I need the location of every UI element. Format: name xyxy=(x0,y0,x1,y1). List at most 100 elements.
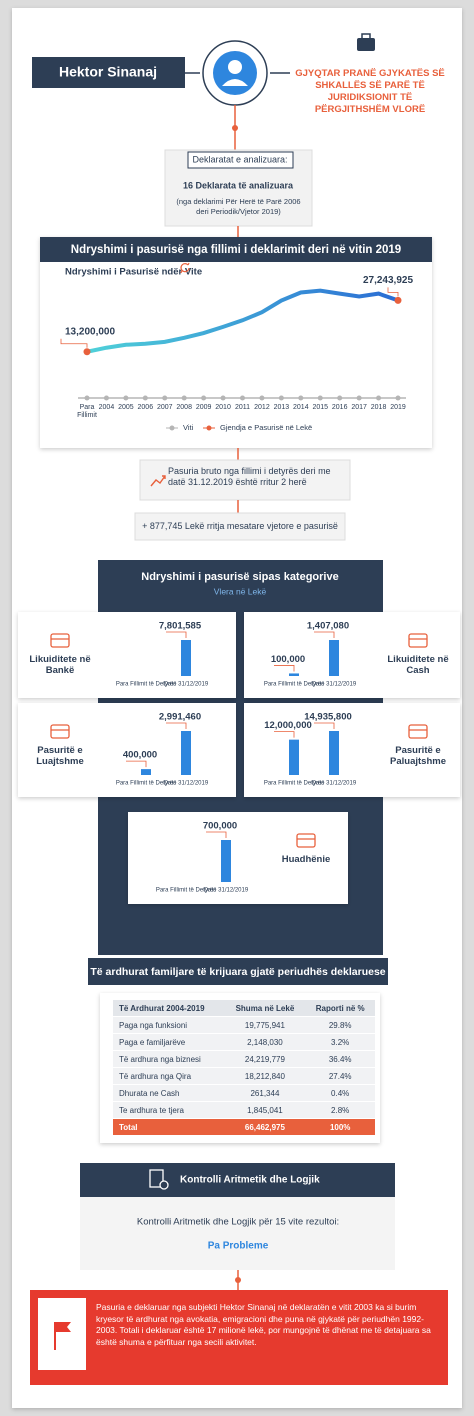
x-tick-label: Para Fillimit të Detyrës xyxy=(264,682,324,688)
bar xyxy=(181,640,191,676)
categories-title: Ndryshimi i pasurisë sipas kategorive xyxy=(141,571,338,583)
name: Hektor Sinanaj xyxy=(59,64,157,80)
value-label: 700,000 xyxy=(203,821,237,832)
table-cell: Paga e familjarëve xyxy=(113,1033,225,1051)
control-icon-lens xyxy=(159,1180,169,1190)
table-cell: 2.8% xyxy=(305,1101,375,1119)
x-tick-label: 2012 xyxy=(254,404,270,411)
point xyxy=(394,296,402,304)
briefcase-icon xyxy=(357,38,375,51)
bar xyxy=(289,673,299,676)
point xyxy=(83,348,91,356)
header-cell: Raporti në % xyxy=(305,1000,375,1017)
position: GJYQTAR PRANË GJYKATËS SË SHKALLËS SË PA… xyxy=(295,68,445,115)
x-tick-label: Datë 31/12/2019 xyxy=(312,781,357,787)
legend-marker xyxy=(169,425,175,431)
table-cell: 100% xyxy=(305,1118,375,1136)
year-marker xyxy=(84,395,90,401)
x-tick-label: Para Fillimit të Detyrës xyxy=(156,888,216,894)
table-row: Paga nga funksioni 19,775,941 29.8% xyxy=(113,1016,375,1034)
value-label: 100,000 xyxy=(271,654,305,665)
control-text: Kontrolli Aritmetik dhe Logjik për 15 vi… xyxy=(137,1217,339,1228)
table-cell: 27.4% xyxy=(305,1067,375,1085)
x-tick-label: Datë 31/12/2019 xyxy=(312,682,357,688)
category-card xyxy=(18,703,236,797)
legend-marker xyxy=(206,425,212,431)
year-marker xyxy=(298,395,304,401)
briefcase-handle xyxy=(361,33,371,40)
year-marker xyxy=(162,395,168,401)
line-panel xyxy=(40,237,432,448)
x-tick-label: 2011 xyxy=(234,404,251,411)
x-tick-label: 2018 xyxy=(370,404,387,411)
category-icon xyxy=(50,724,70,739)
income-title: Të ardhurat familjare të krijuara gjatë … xyxy=(90,966,385,978)
year-marker xyxy=(259,395,265,401)
categories-subtitle: Vlera në Lekë xyxy=(214,586,267,596)
callout xyxy=(126,760,147,768)
table-cell: Dhurata ne Cash xyxy=(113,1084,225,1102)
category-card xyxy=(244,612,460,698)
x-tick-label: 2014 xyxy=(293,404,309,411)
bar xyxy=(289,739,299,775)
x-tick-label: 2017 xyxy=(351,404,367,411)
x-tick-label: 2008 xyxy=(176,404,192,411)
value-label: 7,801,585 xyxy=(159,621,202,632)
income-table: Të Ardhurat 2004-2019 Shuma në Lekë Rapo… xyxy=(113,1000,375,1136)
value-label: 27,243,925 xyxy=(363,275,413,286)
table-cell: Paga nga funksioni xyxy=(113,1016,225,1034)
x-tick-label: Para Fillimit të Detyrës xyxy=(264,781,324,787)
bar xyxy=(141,769,151,775)
declarations-title-box xyxy=(187,151,294,169)
callout xyxy=(314,631,335,638)
callout xyxy=(166,722,187,729)
table-cell: Të ardhura nga Qira xyxy=(113,1067,225,1085)
year-marker xyxy=(356,395,362,401)
table-cell: Total xyxy=(113,1118,225,1136)
table-cell: 261,344 xyxy=(224,1084,306,1102)
year-marker xyxy=(123,395,129,401)
line-panel-header xyxy=(40,237,432,262)
callout xyxy=(314,722,335,729)
x-tick-label: 2009 xyxy=(195,404,212,411)
name-box xyxy=(32,57,185,88)
x-tick-label: Datë 31/12/2019 xyxy=(204,888,249,894)
header-cell: Të Ardhurat 2004-2019 xyxy=(113,1000,225,1017)
table-cell: 3.2% xyxy=(305,1033,375,1051)
x-tick-label: Para Fillimit të Detyrës xyxy=(116,682,176,688)
category-title: Pasuritë e Luajtshme xyxy=(36,745,84,767)
line xyxy=(85,288,400,354)
x-tick-label: 2005 xyxy=(118,404,134,411)
year-marker xyxy=(240,395,245,401)
value-label: 12,000,000 xyxy=(264,720,312,731)
legend-label: Gjendja e Pasurisë në Lekë xyxy=(220,423,312,432)
fact: Pasuria bruto nga fillimi i detyrës deri… xyxy=(168,466,331,487)
legend-label: Viti xyxy=(183,423,194,432)
table-cell: 1,845,041 xyxy=(224,1101,306,1119)
year-marker xyxy=(317,395,323,401)
callout xyxy=(60,338,88,348)
growth-icon xyxy=(150,475,166,487)
table-row: Paga e familjarëve 2,148,030 3.2% xyxy=(113,1033,375,1051)
table-cell: 29.8% xyxy=(305,1016,375,1034)
table-cell: 19,775,941 xyxy=(224,1016,306,1034)
value-label: 1,407,080 xyxy=(307,621,349,632)
table-body: Paga nga funksioni 19,775,941 29.8% Paga e … xyxy=(113,1016,375,1136)
connector-dot xyxy=(232,125,238,131)
table-row: Te ardhura te tjera 1,845,041 2.8% xyxy=(113,1101,375,1119)
category-card xyxy=(244,703,460,797)
x-tick-label: 2013 xyxy=(273,404,290,411)
table-row: Të ardhura nga biznesi 24,219,779 36.4% xyxy=(113,1050,375,1068)
table-cell: 66,462,975 xyxy=(224,1118,306,1136)
x-tick-label: 2007 xyxy=(156,404,173,411)
year-marker xyxy=(337,395,343,401)
bar xyxy=(181,731,191,775)
note-box xyxy=(30,1290,448,1385)
callout xyxy=(274,665,295,672)
table-row: Total 66,462,975 100% xyxy=(113,1118,375,1136)
category-icon xyxy=(408,724,428,739)
category-title: Pasuritë e Paluajtshme xyxy=(390,745,446,767)
control-title: Kontrolli Aritmetik dhe Logjik xyxy=(180,1175,320,1186)
